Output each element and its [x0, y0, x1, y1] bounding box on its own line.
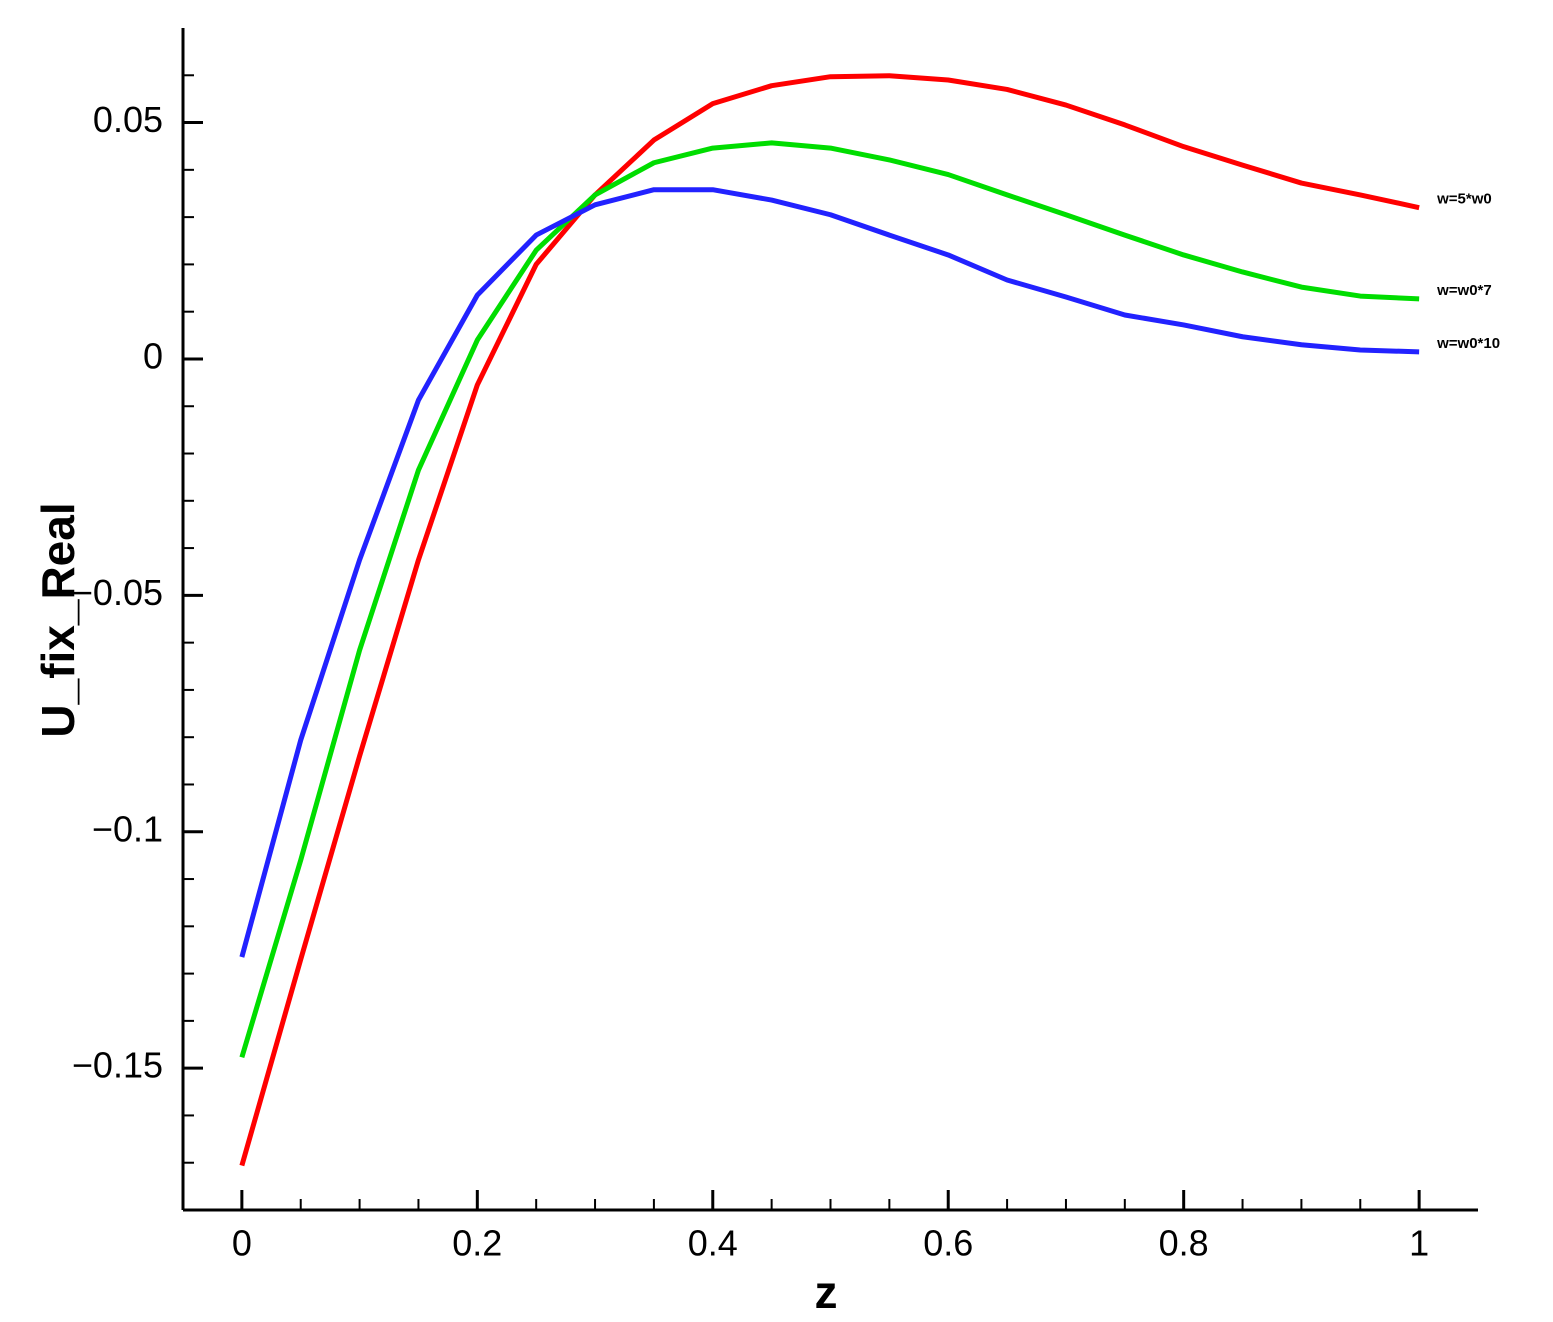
y-tick-label: 0.05: [93, 99, 163, 140]
y-tick-label: 0: [143, 335, 163, 376]
y-axis-title: U_fix_Real: [32, 502, 84, 737]
y-tick-label: −0.15: [72, 1045, 163, 1086]
x-tick-label: 0.2: [452, 1223, 502, 1264]
y-tick-label: −0.1: [92, 808, 163, 849]
x-tick-label: 0: [232, 1223, 252, 1264]
series-label: w=5*w0: [1436, 191, 1492, 208]
y-tick-label: −0.05: [72, 572, 163, 613]
x-axis-title: z: [815, 1266, 838, 1318]
series-line: [239, 73, 1420, 1167]
x-tick-label: 0.8: [1159, 1223, 1209, 1264]
series-label: w=w0*10: [1436, 335, 1500, 352]
x-tick-label: 1: [1409, 1223, 1429, 1264]
x-tick-label: 0.4: [688, 1223, 738, 1264]
series-label: w=w0*7: [1436, 282, 1492, 299]
series-line: [239, 140, 1420, 1059]
series-line: [239, 187, 1420, 958]
x-tick-label: 0.6: [923, 1223, 973, 1264]
